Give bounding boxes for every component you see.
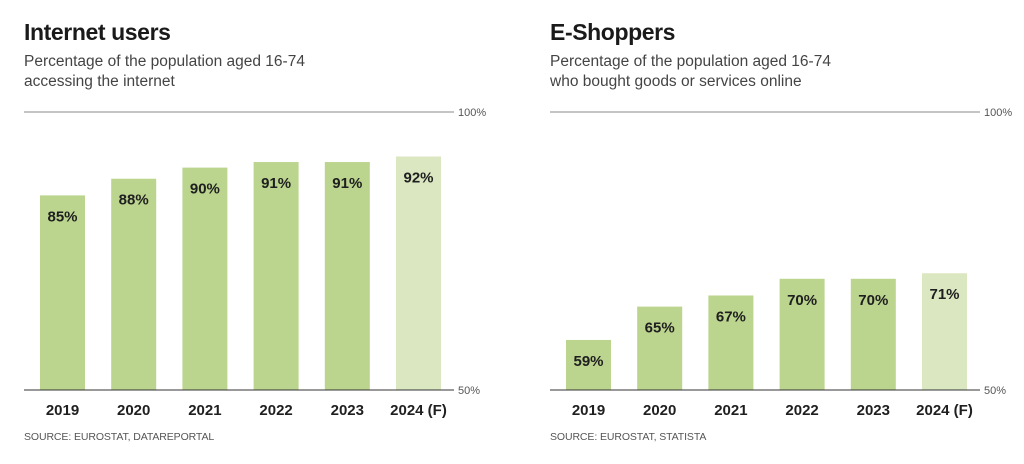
x-tick-label: 2020 xyxy=(643,402,676,419)
bar-value-label: 90% xyxy=(190,181,220,198)
bar-value-label: 92% xyxy=(403,169,433,186)
e-shoppers-bar-chart: 100% 50% 59% 2019 65% 2020 67% 2021 70% 2022 70% 20… xyxy=(550,107,1012,419)
bar xyxy=(637,306,683,390)
bar-value-label: 91% xyxy=(261,175,291,192)
x-tick-label: 2023 xyxy=(331,402,364,419)
x-tick-label: 2022 xyxy=(785,402,818,419)
chart-subtitle-line: Percentage of the population aged 16-74 xyxy=(24,53,305,70)
bar-value-label: 71% xyxy=(929,286,959,303)
bar xyxy=(182,167,228,390)
x-tick-label: 2023 xyxy=(857,402,890,419)
bar-value-label: 70% xyxy=(858,292,888,309)
forecast-bar xyxy=(396,156,441,390)
bar xyxy=(850,278,896,390)
x-tick-label: 2020 xyxy=(117,402,150,419)
chart-subtitle-line: Percentage of the population aged 16-74 xyxy=(550,53,831,70)
chart-source: SOURCE: EUROSTAT, STATISTA xyxy=(550,431,707,443)
x-tick-label: 2021 xyxy=(714,402,747,419)
bar-value-label: 65% xyxy=(645,320,675,337)
bar xyxy=(324,162,370,390)
forecast-bar xyxy=(922,273,967,390)
internet-users-panel: Internet users Percentage of the populat… xyxy=(24,0,504,464)
chart-title: E-Shoppers xyxy=(550,19,676,45)
chart-source: SOURCE: EUROSTAT, DATAREPORTAL xyxy=(24,431,215,443)
bar xyxy=(253,162,299,390)
x-tick-label: 2021 xyxy=(188,402,221,419)
chart-subtitle: Percentage of the population aged 16-74 … xyxy=(550,52,890,92)
e-shoppers-panel: E-Shoppers Percentage of the population … xyxy=(550,0,1024,464)
bar-value-label: 85% xyxy=(47,208,77,225)
bar xyxy=(566,339,611,390)
chart-subtitle: Percentage of the population aged 16-74 … xyxy=(24,52,364,92)
x-tick-label: 2019 xyxy=(46,402,79,419)
y-tick-label: 50% xyxy=(984,385,1006,397)
chart-title: Internet users xyxy=(24,19,171,45)
bar-value-label: 88% xyxy=(119,192,149,209)
bar-value-label: 91% xyxy=(332,175,362,192)
y-tick-label: 50% xyxy=(458,385,480,397)
bar-value-label: 70% xyxy=(787,292,817,309)
bar xyxy=(40,195,85,390)
x-tick-label: 2022 xyxy=(259,402,292,419)
chart-subtitle-line: accessing the internet xyxy=(24,73,175,90)
x-tick-label: 2024 (F) xyxy=(916,402,973,419)
chart-subtitle-line: who bought goods or services online xyxy=(550,73,802,90)
bar xyxy=(111,178,157,390)
y-tick-label: 100% xyxy=(458,107,486,119)
bar xyxy=(779,278,825,390)
x-tick-label: 2019 xyxy=(572,402,605,419)
bar-value-label: 67% xyxy=(716,308,746,325)
bar-value-label: 59% xyxy=(573,353,603,370)
bar xyxy=(708,295,754,390)
x-tick-label: 2024 (F) xyxy=(390,402,447,419)
y-tick-label: 100% xyxy=(984,107,1012,119)
internet-users-bar-chart: 100% 50% 85% 2019 88% 2020 90% 2021 91% 2022 91% 20… xyxy=(24,107,486,419)
